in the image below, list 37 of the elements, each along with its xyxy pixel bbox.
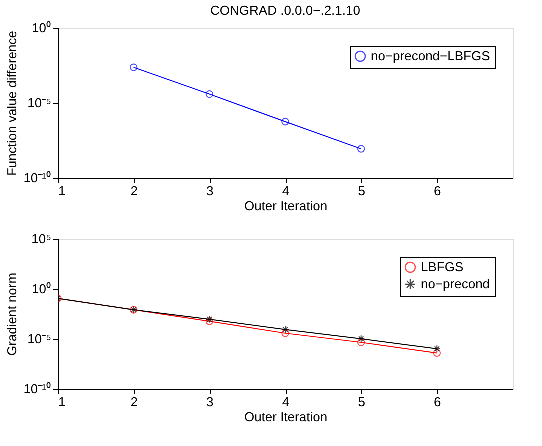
point [130,64,138,72]
x-axis-title: Outer Iteration [244,410,328,424]
point [357,338,366,346]
legend-label: no−precond [421,276,490,292]
x-tick-label: 1 [58,394,66,410]
point [282,118,290,126]
x-tick-label: 6 [434,184,442,198]
x-tick-label: 4 [282,394,290,410]
y-tick-label: 10⁻⁵ [28,332,52,346]
y-tick-label: 10⁻¹⁰ [24,170,52,186]
x-tick-label: 1 [58,184,66,198]
y-tick-label: 10⁵ [32,232,52,246]
y-tick-label: 10⁻¹⁰ [24,382,52,396]
x-tick-label: 4 [282,184,290,198]
legend-label: LBFGS [421,260,464,274]
point [282,326,290,334]
y-tick-label: 10⁰ [32,20,52,36]
point [357,145,366,153]
x-tick-label: 5 [358,394,366,410]
point [433,345,442,353]
y-tick-label: 10⁻⁵ [28,96,52,110]
x-tick-label: 3 [206,394,214,410]
point [433,349,442,358]
legend-label: no−precond−LBFGS [371,48,491,64]
y-axis-title: Function value difference [4,30,20,176]
chart-title: CONGRAD .0.0.0−.2.1.10 [210,3,360,18]
x-tick-label: 5 [358,184,366,198]
point [357,335,366,343]
x-tick-label: 2 [130,394,138,410]
y-axis-title: Gradient norm [4,272,20,356]
point [282,330,290,338]
x-tick-label: 6 [434,394,442,410]
x-tick-label: 2 [130,184,138,198]
point [206,90,214,98]
x-tick-label: 3 [206,184,214,198]
x-axis-title: Outer Iteration [244,198,328,214]
y-tick-label: 10⁰ [32,282,52,296]
